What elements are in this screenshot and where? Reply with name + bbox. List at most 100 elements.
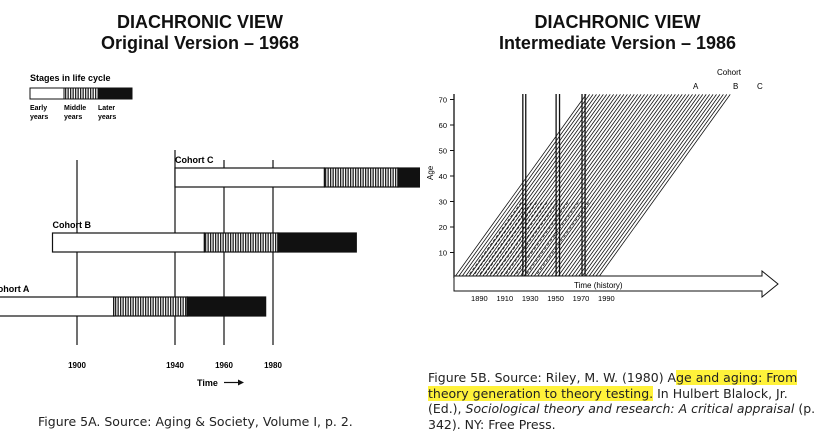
cohort-diagonal-16 [505,94,638,278]
right-figure-title: DIACHRONIC VIEW Intermediate Version – 1… [455,12,780,54]
caption-part2: In Hulbert Blalock, Jr. (Ed.), [428,385,788,417]
cohort-letter-B: B [733,82,738,91]
cohort-diagonal-18 [511,94,645,278]
cohort-title: Cohort [717,68,742,77]
cohort-dashed-12 [523,201,580,278]
y-tick-label-30: 30 [439,198,447,207]
year-label-1940: 1940 [166,361,184,370]
x-tick-label-1890: 1890 [471,294,488,303]
cohort-diagonal-38 [580,94,714,278]
year-label-1980: 1980 [264,361,282,370]
legend-label-1-b: years [30,114,48,121]
y-ticks: 10 20 30 40 50 60 70 [439,96,454,258]
cohort-diagonal-8 [477,94,611,278]
legend-label-3-a: Later [98,105,115,112]
cohort-dashed-11 [518,201,575,278]
cohort-diagonal-40 [587,94,721,278]
x-tick-label-1990: 1990 [598,294,615,303]
cohort-diagonal-4 [463,94,597,278]
cohort-diagonal-3 [460,94,594,278]
cohort-diagonal-43 [597,94,731,278]
cohort-3-later-segment [397,167,420,188]
y-tick-label-10: 10 [439,249,447,258]
cohort-dashed-4 [482,201,538,278]
cohort-diagonal-41 [590,94,724,278]
right-caption: Figure 5B. Source: Riley, M. W. (1980) A… [428,370,818,432]
cohort-dashed-lines [466,201,595,278]
year-label-1900: 1900 [68,361,86,370]
right-chart: Age Cohort A B C 10 20 30 40 50 60 70 Time (hist… [426,68,779,303]
cohort-dashed-8 [502,201,559,278]
x-tick-label-1970: 1970 [573,294,590,303]
cohort-diagonal-34 [566,94,700,278]
cohort-diagonal-25 [535,94,669,278]
cohort-bars: Cohort A Cohort B Cohort C [0,155,420,317]
time-axis-label: Time [197,378,218,388]
cohort-dashed-9 [508,201,564,278]
time-arrow [453,269,779,299]
cohort-diagonal-27 [542,94,676,278]
cohort-label-3: Cohort C [175,155,214,165]
cohort-letter-C: C [757,82,763,91]
cohort-dashed-1 [466,201,523,278]
cohort-diagonal-5 [467,94,601,278]
cohort-diagonal-12 [491,94,625,278]
legend-swatch-3 [97,87,133,100]
cohort-diagonal-1 [454,94,587,278]
cohort-diagonal-37 [577,94,710,278]
y-tick-label-50: 50 [439,147,447,156]
time-arrow-head [238,379,244,386]
cohort-2-later-segment [277,232,357,253]
legend: Early years Middle years Later years [29,87,133,121]
year-labels: 1900 1940 1960 1980 [68,361,282,370]
cohort-diagonal-39 [583,94,717,278]
cohort-1-later-segment [186,296,267,317]
cohort-diagonals [454,94,731,278]
cohort-diagonal-33 [563,94,697,278]
cohort-diagonal-9 [481,94,614,278]
y-tick-label-20: 20 [439,223,447,232]
right-title-line2: Intermediate Version – 1986 [498,33,737,53]
x-tick-label-1950: 1950 [547,294,564,303]
cohort-diagonal-21 [522,94,656,278]
cohort-diagonal-31 [556,94,690,278]
legend-label-3-b: years [98,114,116,121]
left-title-line1: DIACHRONIC VIEW [117,12,283,32]
cohort-dashed-3 [476,201,533,278]
cohort-dashed-14 [534,201,590,278]
left-diagram: Stages in life cycle Early years Middle yea… [0,73,420,388]
cohort-diagonal-24 [532,94,666,278]
x-tick-label-1910: 1910 [496,294,513,303]
cohort-label-2: Cohort B [53,220,92,230]
cohort-diagonal-17 [508,94,642,278]
cohort-diagonal-28 [546,94,680,278]
legend-label-2-b: years [64,114,82,121]
legend-label-2-a: Middle [64,105,86,112]
cohort-letters: A B C [693,82,763,91]
cohort-dashed-15 [539,201,595,278]
y-axis-label: Age [426,165,435,180]
cohort-diagonal-11 [487,94,621,278]
y-tick-label-70: 70 [439,96,447,105]
caption-part3: (p. 342). NY: Free Press. [428,401,816,432]
left-caption: Figure 5A. Source: Aging & Society, Volu… [38,414,353,429]
cohort-diagonal-6 [470,94,604,278]
x-axis-label: Time (history) [574,281,623,290]
caption-part1: Figure 5B. Source: Riley, M. W. (1980) A [428,370,677,385]
cohort-dashed-5 [487,201,543,278]
left-title-line2: Original Version – 1968 [100,33,300,53]
cohort-dashed-6 [492,201,549,278]
cohort-diagonal-10 [484,94,618,278]
cohort-diagonal-13 [494,94,628,278]
cohort-diagonal-15 [501,94,635,278]
cohort-diagonal-14 [498,94,632,278]
cohort-diagonal-42 [594,94,728,278]
y-tick-label-40: 40 [439,172,447,181]
cohort-diagonal-23 [529,94,662,278]
left-figure-title: DIACHRONIC VIEW Original Version – 1968 [40,12,360,54]
year-label-1960: 1960 [215,361,233,370]
caption-italic: Sociological theory and research: A crit… [465,401,795,416]
cohort-diagonal-2 [457,94,590,278]
cohort-diagonal-30 [553,94,686,278]
y-tick-label-60: 60 [439,121,447,130]
